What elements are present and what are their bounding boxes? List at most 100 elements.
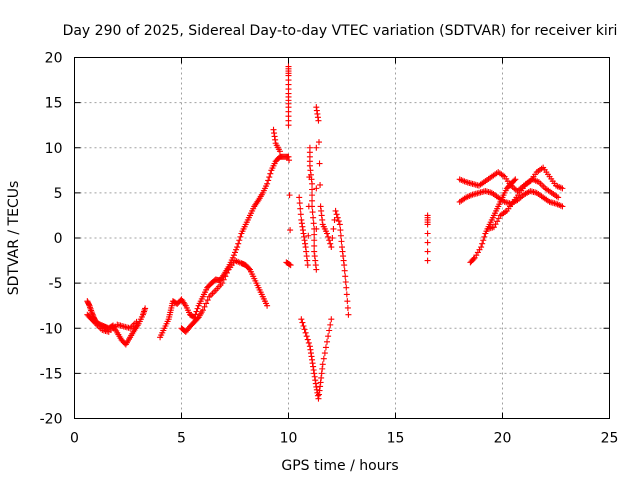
data-point bbox=[316, 160, 323, 167]
data-point bbox=[276, 148, 283, 155]
data-point bbox=[345, 311, 352, 318]
data-point bbox=[342, 273, 349, 280]
data-point bbox=[234, 244, 241, 251]
x-tick-label: 25 bbox=[601, 431, 619, 447]
data-point bbox=[342, 278, 349, 285]
x-tick-label: 20 bbox=[494, 431, 512, 447]
y-tick-label: 5 bbox=[54, 186, 63, 202]
data-point bbox=[264, 180, 271, 187]
data-point bbox=[325, 233, 332, 240]
data-point bbox=[305, 232, 312, 239]
data-point bbox=[286, 157, 293, 164]
data-point bbox=[310, 220, 317, 227]
y-tick-label: -10 bbox=[40, 321, 63, 337]
data-point bbox=[266, 174, 273, 181]
y-tick-label: -20 bbox=[40, 412, 63, 428]
data-point bbox=[337, 227, 344, 234]
data-point bbox=[233, 246, 240, 253]
data-point bbox=[480, 237, 487, 244]
x-tick-label: 10 bbox=[280, 431, 298, 447]
series-isolated bbox=[424, 212, 431, 264]
data-point bbox=[343, 284, 350, 291]
data-point bbox=[304, 336, 311, 343]
y-tick-label: 0 bbox=[54, 231, 63, 247]
data-point bbox=[194, 305, 201, 312]
data-point bbox=[344, 304, 351, 311]
data-point bbox=[325, 333, 332, 340]
data-point bbox=[313, 144, 320, 151]
data-point bbox=[559, 185, 566, 192]
data-point bbox=[324, 230, 331, 237]
data-point bbox=[192, 311, 199, 318]
data-points bbox=[84, 63, 566, 402]
data-point bbox=[236, 237, 243, 244]
y-tick-label: 10 bbox=[45, 141, 63, 157]
data-point bbox=[235, 240, 242, 247]
data-point bbox=[299, 319, 306, 326]
data-point bbox=[326, 327, 333, 334]
grid bbox=[74, 57, 610, 419]
data-point bbox=[265, 177, 272, 184]
data-point bbox=[559, 203, 566, 210]
data-point bbox=[424, 239, 431, 246]
data-point bbox=[424, 257, 431, 264]
data-point bbox=[304, 262, 311, 269]
data-point bbox=[91, 319, 98, 326]
data-point bbox=[219, 280, 226, 287]
data-point bbox=[424, 230, 431, 237]
data-point bbox=[245, 265, 252, 272]
data-point bbox=[481, 233, 488, 240]
data-point bbox=[296, 200, 303, 207]
data-point bbox=[333, 211, 340, 218]
data-point bbox=[322, 344, 329, 351]
data-point bbox=[283, 259, 290, 266]
data-point bbox=[204, 297, 211, 304]
data-point bbox=[331, 216, 338, 223]
data-point bbox=[284, 260, 291, 267]
data-point bbox=[478, 244, 485, 251]
data-point bbox=[267, 170, 274, 177]
data-point bbox=[334, 214, 341, 221]
data-point bbox=[222, 273, 229, 280]
data-point bbox=[313, 266, 320, 273]
data-point bbox=[327, 321, 334, 328]
data-point bbox=[300, 322, 307, 329]
data-point bbox=[332, 207, 339, 214]
data-point bbox=[424, 221, 431, 228]
series-evening-descend bbox=[467, 176, 519, 266]
data-point bbox=[341, 267, 348, 274]
data-point bbox=[297, 205, 304, 212]
data-point bbox=[329, 235, 336, 241]
data-point bbox=[298, 316, 305, 323]
series-pre-noon-spike bbox=[270, 63, 294, 269]
data-point bbox=[309, 186, 316, 193]
data-point bbox=[232, 249, 238, 256]
data-point bbox=[286, 192, 293, 199]
data-point bbox=[424, 248, 431, 255]
series-morning-upper bbox=[84, 311, 140, 335]
data-point bbox=[328, 244, 335, 251]
y-tick-label: -15 bbox=[40, 366, 63, 382]
x-tick-label: 0 bbox=[70, 431, 79, 447]
data-point bbox=[344, 298, 351, 305]
x-axis-label: GPS time / hours bbox=[281, 458, 398, 474]
data-point bbox=[193, 308, 200, 315]
data-point bbox=[313, 185, 320, 192]
data-point bbox=[287, 227, 294, 234]
data-point bbox=[223, 269, 230, 276]
data-point bbox=[511, 177, 518, 184]
data-point bbox=[305, 339, 312, 346]
data-point bbox=[324, 338, 331, 345]
data-point bbox=[479, 240, 486, 247]
data-point bbox=[330, 225, 337, 232]
data-point bbox=[470, 255, 477, 262]
data-point bbox=[201, 303, 208, 310]
data-point bbox=[301, 326, 308, 333]
data-point bbox=[285, 122, 292, 129]
data-point bbox=[142, 305, 149, 312]
x-tick-label: 5 bbox=[177, 431, 186, 447]
data-point bbox=[133, 318, 140, 325]
data-point bbox=[317, 181, 324, 188]
axis-ticks: 0 5 10 15 20 25 20 15 10 5 0 -5 -10 -15 -20 bbox=[40, 51, 619, 447]
